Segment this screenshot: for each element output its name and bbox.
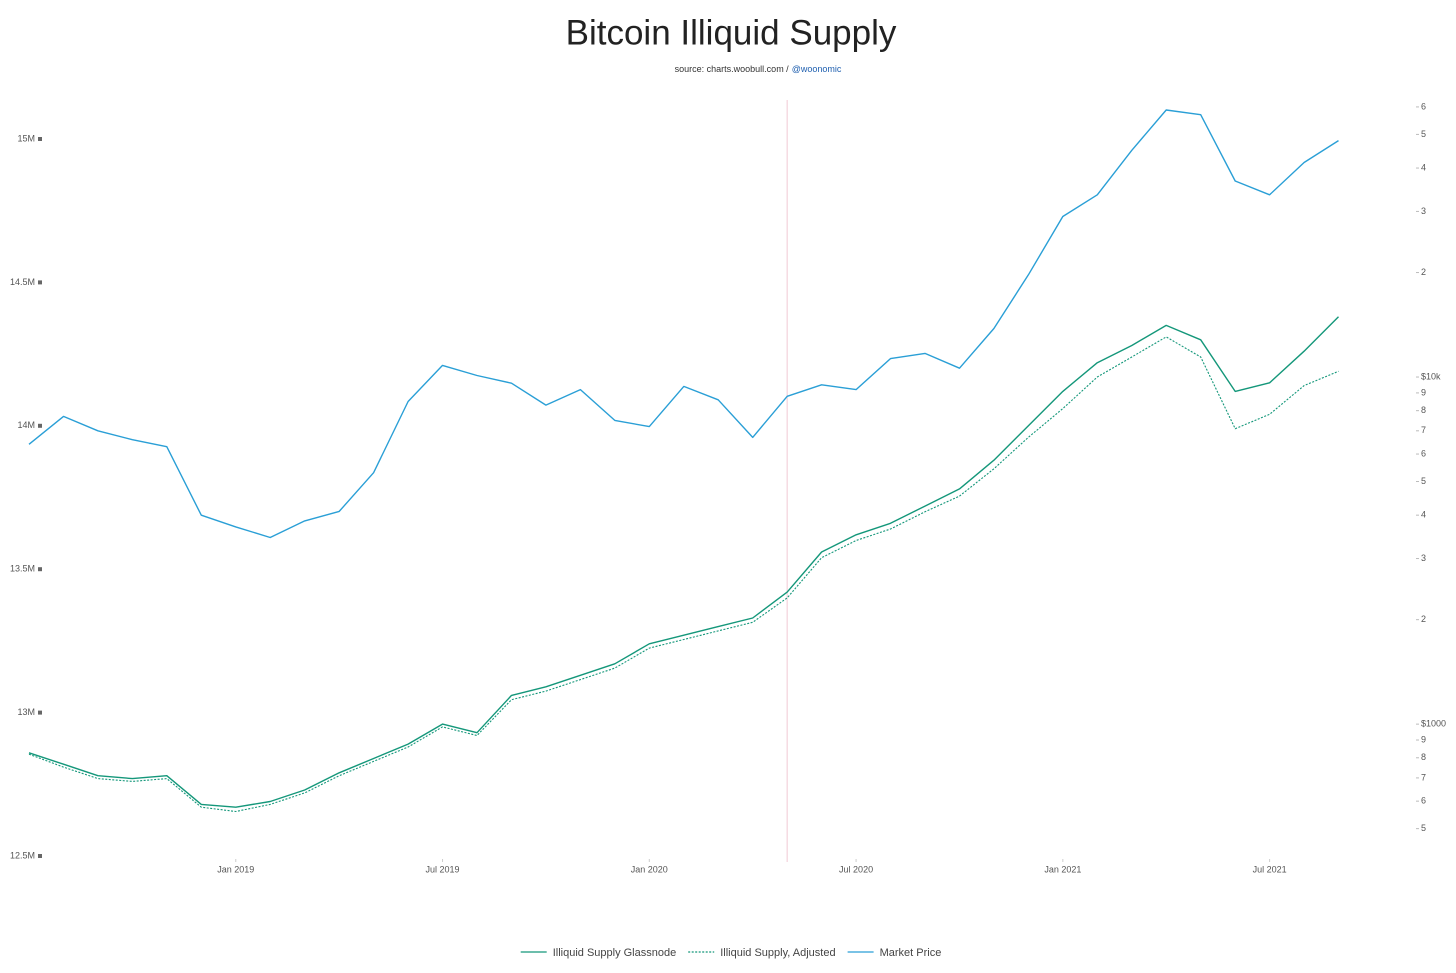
y2-tick-label: 8	[1421, 405, 1426, 415]
y2-tick-label: 5	[1421, 823, 1426, 833]
y2-tick-label: 5	[1421, 476, 1426, 486]
y-tick-mark	[38, 567, 42, 572]
y2-tick-label: 6	[1421, 448, 1426, 458]
y2-tick-label: 9	[1421, 734, 1426, 744]
y2-tick-label: $1000	[1421, 719, 1446, 729]
x-tick-label: Jul 2021	[1253, 864, 1287, 874]
y2-tick-label: 7	[1421, 772, 1426, 782]
y2-tick-label: 2	[1421, 267, 1426, 277]
legend-label: Illiquid Supply, Adjusted	[720, 947, 835, 959]
y2-tick-label: 7	[1421, 425, 1426, 435]
y2-tick-label: 2	[1421, 614, 1426, 624]
series-line	[28, 316, 1339, 808]
y-tick-mark	[38, 280, 42, 285]
y2-tick-label: 9	[1421, 387, 1426, 397]
y2-tick-label: 3	[1421, 553, 1426, 563]
legend-item: Market Price	[847, 947, 942, 959]
subtitle-handle: @woonomic	[792, 64, 842, 74]
y2-tick-label: 4	[1421, 162, 1426, 172]
y-tick-label: 12.5M	[10, 850, 35, 860]
x-tick-label: Jan 2021	[1044, 864, 1081, 874]
subtitle-source: source: charts.woobull.com /	[675, 64, 790, 74]
legend-item: Illiquid Supply, Adjusted	[688, 947, 836, 959]
y-tick-mark	[38, 710, 42, 715]
y-tick-label: 14M	[17, 420, 35, 430]
legend-label: Market Price	[880, 947, 942, 959]
y-tick-label: 15M	[17, 133, 35, 143]
chart-title: Bitcoin Illiquid Supply	[566, 13, 897, 52]
y-tick-mark	[38, 137, 42, 141]
x-tick-label: Jan 2020	[631, 864, 668, 874]
series-line	[28, 336, 1339, 813]
y-tick-label: 14.5M	[10, 277, 35, 287]
y-tick-label: 13.5M	[10, 564, 35, 574]
y-tick-mark	[38, 423, 42, 428]
x-tick-label: Jul 2019	[426, 864, 460, 874]
series-line	[28, 109, 1339, 539]
y-tick-label: 13M	[17, 707, 35, 717]
legend-item: Illiquid Supply Glassnode	[520, 947, 677, 959]
y2-tick-label: $10k	[1421, 371, 1441, 381]
y2-tick-label: 6	[1421, 101, 1426, 111]
legend-label: Illiquid Supply Glassnode	[553, 947, 677, 959]
x-tick-label: Jan 2019	[217, 864, 254, 874]
x-tick-label: Jul 2020	[839, 864, 873, 874]
y-tick-mark	[38, 854, 42, 858]
y2-tick-label: 3	[1421, 206, 1426, 216]
y2-tick-label: 4	[1421, 510, 1426, 520]
y2-tick-label: 5	[1421, 129, 1426, 139]
y2-tick-label: 8	[1421, 752, 1426, 762]
y2-tick-label: 6	[1421, 796, 1426, 806]
chart-subtitle: source: charts.woobull.com / @woonomic	[675, 64, 842, 74]
